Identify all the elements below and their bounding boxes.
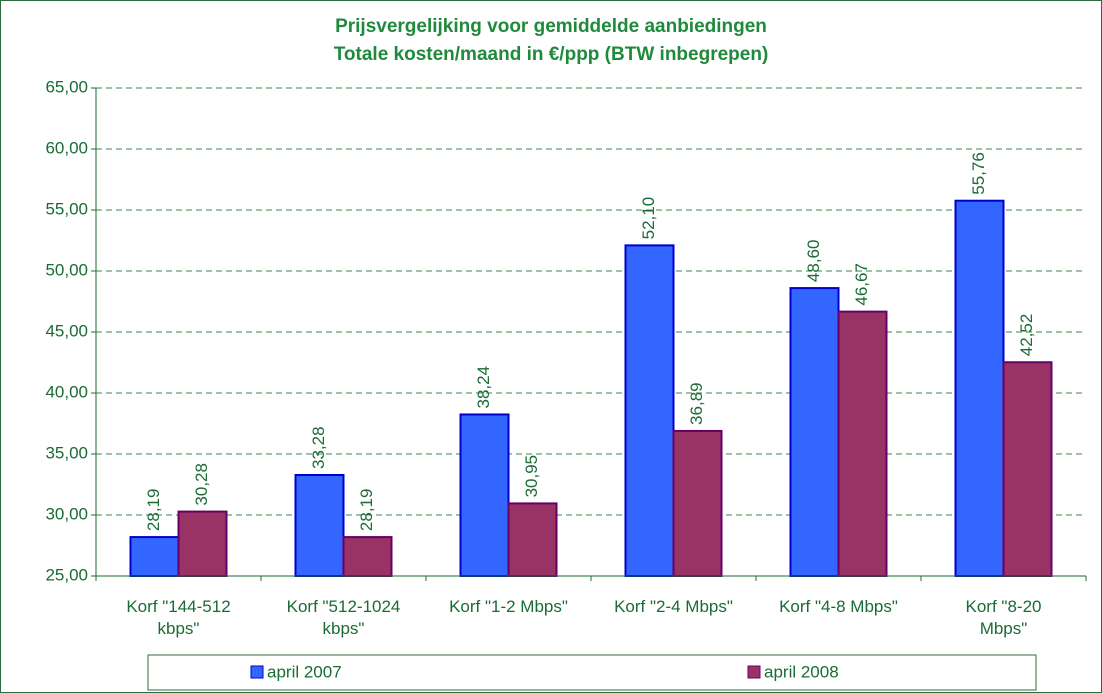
bar: [459, 413, 510, 577]
legend-marker: [747, 665, 761, 679]
value-label: 48,60: [804, 240, 823, 283]
x-tick-label: Korf "4-8 Mbps": [779, 597, 898, 616]
bar: [177, 510, 228, 578]
value-label: 28,19: [357, 489, 376, 532]
value-label: 42,52: [1017, 314, 1036, 357]
legend: [147, 654, 1037, 691]
bar: [294, 473, 345, 578]
value-label: 30,95: [522, 455, 541, 498]
bar: [837, 310, 888, 577]
value-label: 33,28: [309, 426, 328, 469]
bar: [342, 536, 393, 577]
y-tick-label: 60,00: [45, 138, 88, 157]
x-tick-label: Korf "144-512 kbps": [126, 597, 231, 638]
value-label: 46,67: [852, 263, 871, 306]
y-tick-label: 35,00: [45, 443, 88, 462]
bar: [507, 502, 558, 577]
y-tick-label: 55,00: [45, 199, 88, 218]
legend-label: april 2007: [267, 662, 342, 681]
value-label: 30,28: [192, 463, 211, 506]
value-label: 36,89: [687, 382, 706, 425]
y-tick-label: 40,00: [45, 382, 88, 401]
x-tick-label: Korf "512-1024 kbps": [286, 597, 401, 638]
value-label: 38,24: [474, 366, 493, 409]
y-tick-label: 30,00: [45, 504, 88, 523]
chart-title: Prijsvergelijking voor gemiddelde aanbie…: [333, 16, 769, 65]
bar: [1002, 361, 1053, 578]
y-tick-label: 65,00: [45, 77, 88, 96]
bar: [789, 287, 840, 577]
x-tick-label: Korf "8-20 Mbps": [965, 597, 1042, 638]
value-label: 55,76: [969, 152, 988, 195]
x-tick-label: Korf "2-4 Mbps": [614, 597, 733, 616]
y-tick-label: 50,00: [45, 260, 88, 279]
legend-marker: [250, 665, 264, 679]
bar: [129, 536, 180, 577]
x-tick-label: Korf "1-2 Mbps": [449, 597, 568, 616]
bar: [954, 199, 1005, 577]
y-tick-label: 25,00: [45, 565, 88, 584]
y-tick-label: 45,00: [45, 321, 88, 340]
bar: [624, 244, 675, 577]
value-label: 52,10: [639, 197, 658, 240]
legend-label: april 2008: [764, 662, 839, 681]
bar: [672, 429, 723, 577]
value-label: 28,19: [144, 489, 163, 532]
